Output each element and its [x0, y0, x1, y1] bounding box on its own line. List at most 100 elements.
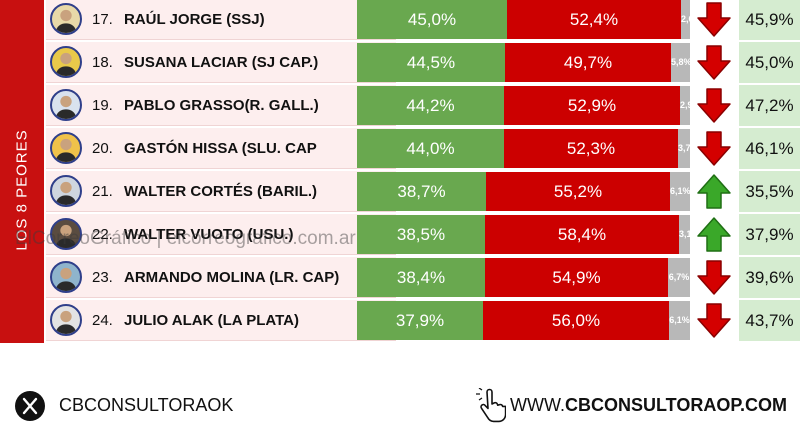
row-rank: 23.	[92, 269, 113, 286]
bar-unknown: 6,1%	[670, 172, 690, 211]
arrow-down-icon	[696, 259, 732, 296]
row-rank: 17.	[92, 11, 113, 28]
table-row: 17. RAÚL JORGE (SSJ) 45,0%52,4%2,6% 45,9%	[44, 0, 800, 40]
bar-unknown: 6,1%	[669, 301, 690, 340]
bar-disapprove: 52,3%	[504, 129, 678, 168]
avatar	[50, 304, 82, 336]
avatar	[50, 261, 82, 293]
approval-value: 35,5%	[745, 182, 794, 201]
avatar	[50, 3, 82, 35]
approval-value: 45,0%	[745, 53, 794, 72]
stacked-bar: 44,2%52,9%2,9%	[357, 86, 690, 125]
arrow-down-icon	[696, 302, 732, 339]
table-row: 19.PABLO GRASSO(R. GALL.)44,2%52,9%2,9%4…	[44, 85, 800, 126]
approval-background	[739, 0, 800, 40]
pointing-hand-icon	[476, 388, 506, 424]
footer-url-main: CBCONSULTORAOP.COM	[564, 395, 787, 415]
stacked-bar: 37,9% 56,0% 6,1%	[357, 301, 690, 340]
bar-unknown: 5,8%	[671, 43, 690, 82]
row-background	[46, 128, 396, 169]
table-row: 23. ARMANDO MOLINA (LR. CAP) 38,4% 54,9% 6,7…	[44, 257, 800, 298]
row-rank: 21.	[92, 183, 113, 200]
row-background	[46, 0, 396, 40]
bar-approve: 38,4%	[357, 258, 485, 297]
table-row: 21. WALTER CORTÉS (BARIL.) 38,7% 55,2% 6,1% 3…	[44, 171, 800, 212]
stacked-bar: 38,4% 54,9% 6,7%	[357, 258, 690, 297]
table-row: 24. JULIO ALAK (LA PLATA) 37,9% 56,0% 6,1% 43…	[44, 300, 800, 341]
bar-approve: 44,5%	[357, 43, 505, 82]
bar-disapprove: 49,7%	[505, 43, 671, 82]
avatar	[50, 218, 82, 250]
approval-value: 39,6%	[745, 268, 794, 287]
approval-background	[739, 214, 800, 255]
row-rank: 24.	[92, 312, 113, 329]
approval-background	[739, 85, 800, 126]
row-name: ARMANDO MOLINA (LR. CAP)	[124, 269, 340, 286]
bar-disapprove: 55,2%	[486, 172, 670, 211]
bar-approve: 38,5%	[357, 215, 485, 254]
row-name: JULIO ALAK (LA PLATA)	[124, 312, 299, 329]
row-background	[46, 214, 396, 255]
bar-approve: 37,9%	[357, 301, 483, 340]
approval-background	[739, 257, 800, 298]
bar-unknown: 6,7%	[668, 258, 690, 297]
row-background	[46, 42, 396, 83]
approval-value: 45,9%	[745, 10, 794, 29]
table-row: 20. GASTÓN HISSA (SLU. CAP 44,0%52,3%3,7% 4…	[44, 128, 800, 169]
arrow-down-icon	[696, 130, 732, 167]
bar-unknown: 3,7%	[678, 129, 690, 168]
row-rank: 20.	[92, 140, 113, 157]
arrow-down-icon	[696, 87, 732, 124]
table-row: 18. SUSANA LACIAR (SJ CAP.) 44,5% 49,7% 5,8%…	[44, 42, 800, 83]
avatar	[50, 175, 82, 207]
bar-unknown: 3,1%	[679, 215, 690, 254]
stacked-bar: 38,5%58,4%3,1%	[357, 215, 690, 254]
arrow-up-icon	[696, 216, 732, 253]
approval-value: 43,7%	[745, 311, 794, 330]
avatar	[50, 132, 82, 164]
bar-unknown: 2,6%	[681, 0, 690, 39]
footer-url-prefix: WWW.	[510, 395, 565, 415]
footer-url[interactable]: WWW.CBCONSULTORAOP.COM	[510, 395, 787, 416]
bar-disapprove: 52,4%	[507, 0, 681, 39]
row-rank: 19.	[92, 97, 113, 114]
bar-disapprove: 52,9%	[504, 86, 680, 125]
row-name: WALTER VUOTO (USU.)	[124, 226, 294, 243]
bar-disapprove: 56,0%	[483, 301, 669, 340]
stacked-bar: 38,7% 55,2% 6,1%	[357, 172, 690, 211]
row-name: WALTER CORTÉS (BARIL.)	[124, 183, 318, 200]
arrow-down-icon	[696, 44, 732, 81]
row-name: GASTÓN HISSA (SLU. CAP	[124, 140, 317, 157]
row-name: RAÚL JORGE (SSJ)	[124, 11, 265, 28]
row-rank: 18.	[92, 54, 113, 71]
bar-approve: 44,2%	[357, 86, 504, 125]
sidebar-band: LOS 8 PEORES	[0, 0, 44, 343]
row-name: PABLO GRASSO(R. GALL.)	[124, 97, 319, 114]
approval-value: 46,1%	[745, 139, 794, 158]
avatar	[50, 46, 82, 78]
row-rank: 22.	[92, 226, 113, 243]
approval-value: 47,2%	[745, 96, 794, 115]
arrow-down-icon	[696, 1, 732, 38]
bar-approve: 38,7%	[357, 172, 486, 211]
row-background	[46, 85, 396, 126]
approval-background	[739, 128, 800, 169]
stacked-bar: 44,5% 49,7% 5,8%	[357, 43, 690, 82]
avatar	[50, 89, 82, 121]
bar-disapprove: 58,4%	[485, 215, 679, 254]
footer-handle[interactable]: CBCONSULTORAOK	[59, 395, 234, 415]
approval-value: 37,9%	[745, 225, 794, 244]
arrow-up-icon	[696, 173, 732, 210]
table-row: 22. WALTER VUOTO (USU.) 38,5%58,4%3,1% 37,9…	[44, 214, 800, 255]
row-name: SUSANA LACIAR (SJ CAP.)	[124, 54, 319, 71]
bar-approve: 45,0%	[357, 0, 507, 39]
bar-disapprove: 54,9%	[485, 258, 668, 297]
stacked-bar: 45,0%52,4%2,6%	[357, 0, 690, 39]
footer: CBCONSULTORAOK WWW.CBCONSULTORAOP.COM	[0, 382, 800, 429]
watermark-text: ElCorreoGráfico | elcorreografico.com.ar	[15, 228, 356, 249]
approval-background	[739, 171, 800, 212]
row-background	[46, 300, 396, 341]
x-logo-icon[interactable]	[15, 391, 45, 421]
row-background	[46, 171, 396, 212]
bar-approve: 44,0%	[357, 129, 504, 168]
